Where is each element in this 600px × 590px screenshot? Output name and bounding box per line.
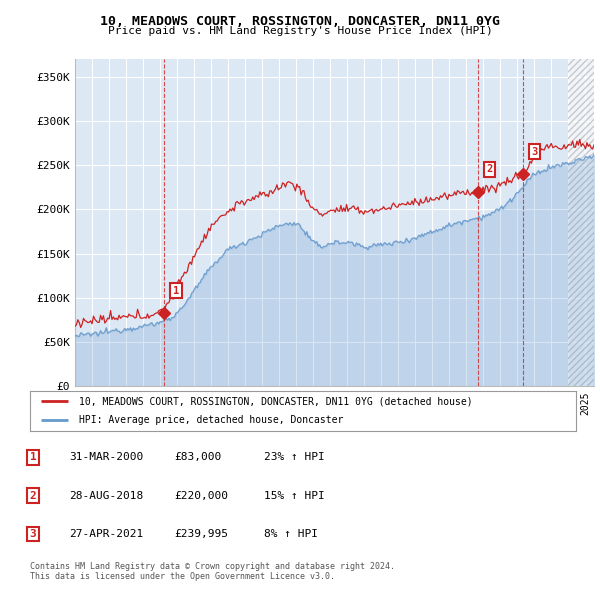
Text: 1: 1 [29, 453, 37, 462]
Text: £220,000: £220,000 [174, 491, 228, 500]
Text: 8% ↑ HPI: 8% ↑ HPI [264, 529, 318, 539]
Text: Contains HM Land Registry data © Crown copyright and database right 2024.: Contains HM Land Registry data © Crown c… [30, 562, 395, 571]
Text: 23% ↑ HPI: 23% ↑ HPI [264, 453, 325, 462]
Text: 28-AUG-2018: 28-AUG-2018 [69, 491, 143, 500]
Text: HPI: Average price, detached house, Doncaster: HPI: Average price, detached house, Donc… [79, 415, 344, 425]
Text: £239,995: £239,995 [174, 529, 228, 539]
Text: Price paid vs. HM Land Registry's House Price Index (HPI): Price paid vs. HM Land Registry's House … [107, 26, 493, 36]
Text: 1: 1 [173, 286, 179, 296]
Text: 3: 3 [29, 529, 37, 539]
Bar [568, 59, 594, 386]
Text: 3: 3 [532, 146, 538, 156]
Text: This data is licensed under the Open Government Licence v3.0.: This data is licensed under the Open Gov… [30, 572, 335, 581]
Text: £83,000: £83,000 [174, 453, 221, 462]
Text: 2: 2 [486, 164, 493, 174]
Text: 10, MEADOWS COURT, ROSSINGTON, DONCASTER, DN11 0YG (detached house): 10, MEADOWS COURT, ROSSINGTON, DONCASTER… [79, 396, 473, 407]
Text: 2: 2 [29, 491, 37, 500]
Text: 27-APR-2021: 27-APR-2021 [69, 529, 143, 539]
Text: 10, MEADOWS COURT, ROSSINGTON, DONCASTER, DN11 0YG: 10, MEADOWS COURT, ROSSINGTON, DONCASTER… [100, 15, 500, 28]
Text: 31-MAR-2000: 31-MAR-2000 [69, 453, 143, 462]
Text: 15% ↑ HPI: 15% ↑ HPI [264, 491, 325, 500]
